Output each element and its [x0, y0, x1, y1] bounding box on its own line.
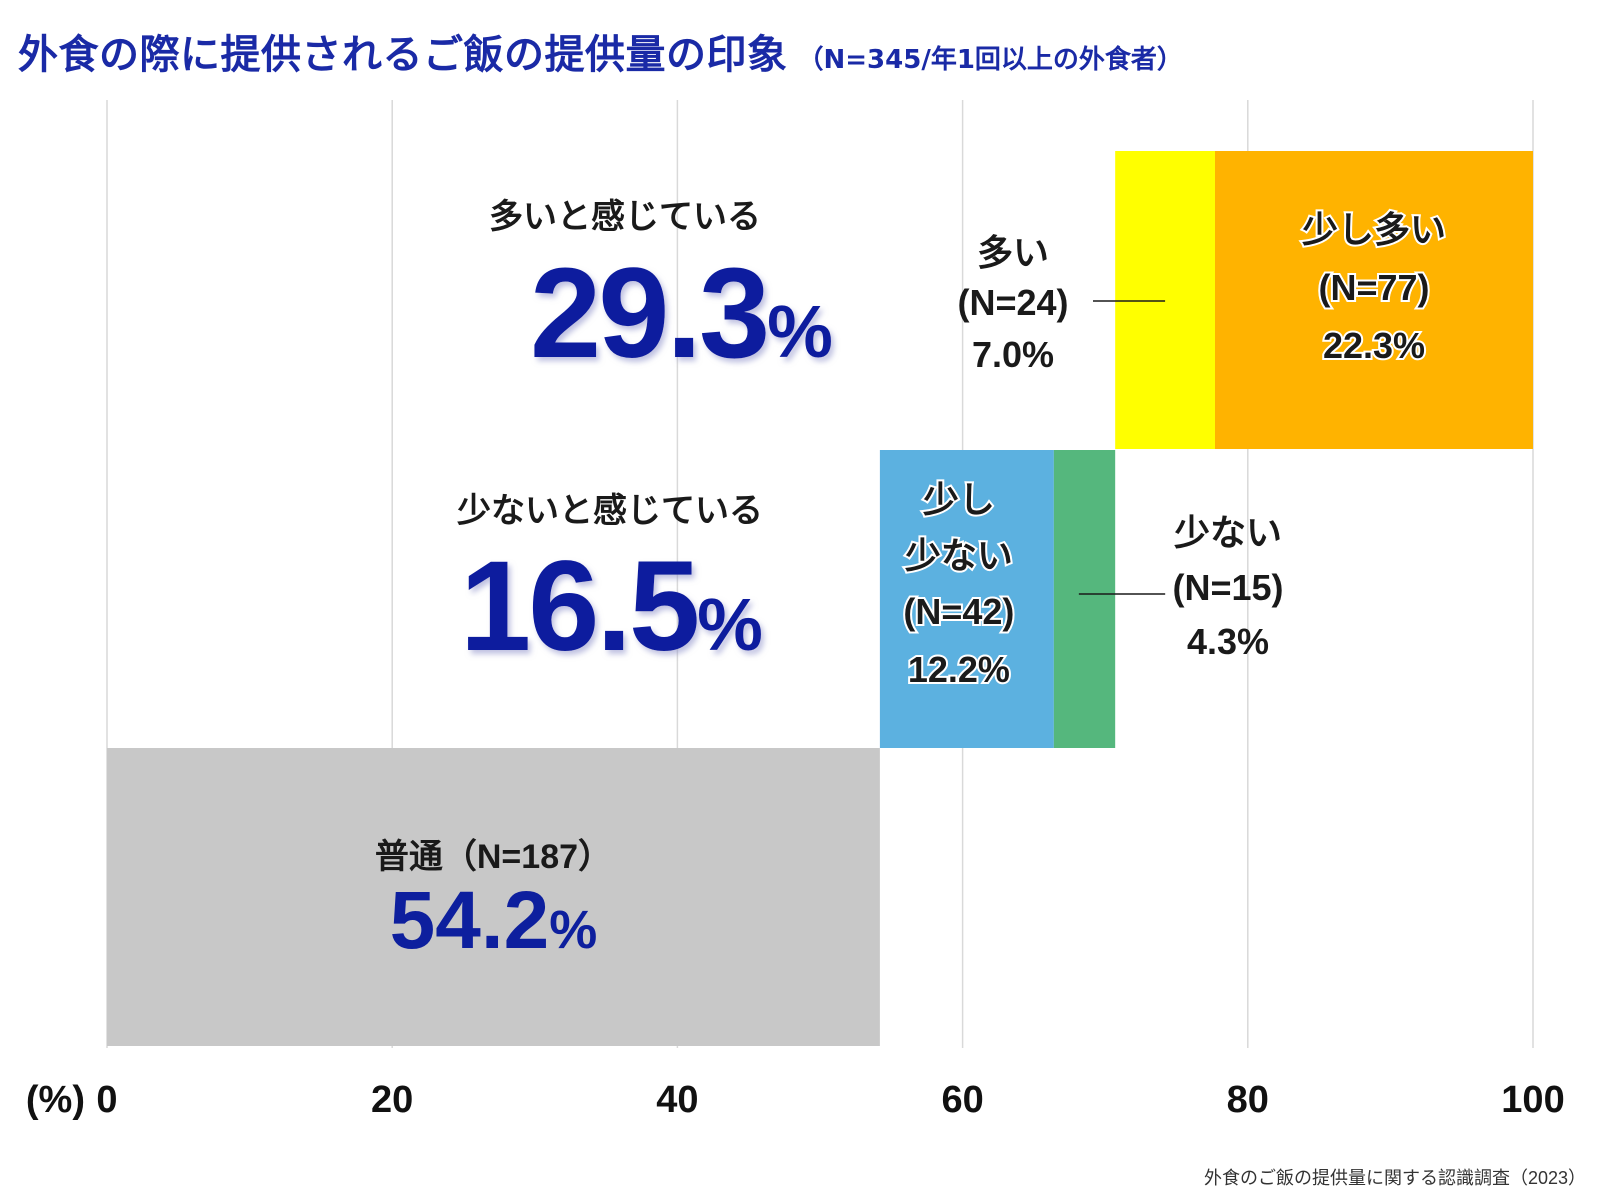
summary-number-ooi_total: 29.3 [530, 242, 767, 385]
data-label-sukoshi-sukunai-line-2: 少ない [905, 535, 1013, 576]
bar-sukunai [1053, 450, 1116, 748]
bar-sukoshi_ooi [1215, 151, 1533, 449]
data-label-sukoshi-ooi-line-1: 少し多い [1302, 209, 1446, 250]
x-tick-label-20: 20 [371, 1079, 413, 1121]
summary-label-ooi_total: 多いと感じている [489, 198, 761, 236]
data-label-sukunai-line-1: 少ない [1174, 512, 1282, 553]
summary-number-sukunai_total: 16.5 [460, 535, 697, 678]
x-tick-label-60: 60 [941, 1079, 983, 1121]
data-label-ooi-line-2: (N=24) [957, 282, 1068, 323]
data-label-futsu-name: 普通（N=187） [375, 837, 612, 876]
summary-value-sukunai_total: 16.5% [460, 535, 761, 678]
summary-value-ooi_total: 29.3% [530, 242, 831, 385]
chart-title-sub: （N=345/年1回以上の外食者） [797, 45, 1183, 75]
data-label-futsu-number: 54.2 [390, 875, 550, 966]
chart-title-main: 外食の際に提供されるご飯の提供量の印象 [18, 32, 788, 78]
source-note: 外食のご飯の提供量に関する認識調査（2023） [1203, 1168, 1586, 1188]
data-label-sukoshi-sukunai-line-1: 少し [923, 479, 995, 520]
data-label-futsu-unit: % [549, 900, 597, 960]
x-tick-label-0: 0 [96, 1079, 117, 1121]
bar-sukoshi_sukunai [879, 450, 1054, 748]
data-label-sukoshi-ooi-line-2: (N=77) [1318, 267, 1429, 308]
data-label-sukunai-line-3: 4.3% [1187, 621, 1269, 662]
data-label-sukoshi-ooi-line-3: 22.3% [1323, 325, 1425, 366]
x-tick-label-100: 100 [1501, 1079, 1564, 1121]
data-label-ooi-line-3: 7.0% [972, 334, 1054, 375]
data-label-sukoshi-sukunai-line-4: 12.2% [908, 649, 1010, 690]
data-label-futsu-pct: 54.2% [390, 875, 598, 966]
x-tick-label-80: 80 [1227, 1079, 1269, 1121]
data-label-sukoshi-sukunai-line-3: (N=42) [903, 591, 1014, 632]
x-tick-label-40: 40 [656, 1079, 698, 1121]
bar-ooi [1115, 151, 1216, 449]
summary-unit-ooi_total: % [767, 290, 831, 373]
x-axis-unit-label: (%) [26, 1079, 85, 1121]
summary-label-sukunai_total: 少ないと感じている [457, 492, 763, 530]
data-label-sukunai-line-2: (N=15) [1172, 567, 1283, 608]
bar-futsu [107, 748, 880, 1046]
data-label-ooi-line-1: 多い [977, 232, 1049, 273]
summary-unit-sukunai_total: % [697, 583, 761, 666]
chart-title: 外食の際に提供されるご飯の提供量の印象 （N=345/年1回以上の外食者） [18, 22, 1183, 80]
